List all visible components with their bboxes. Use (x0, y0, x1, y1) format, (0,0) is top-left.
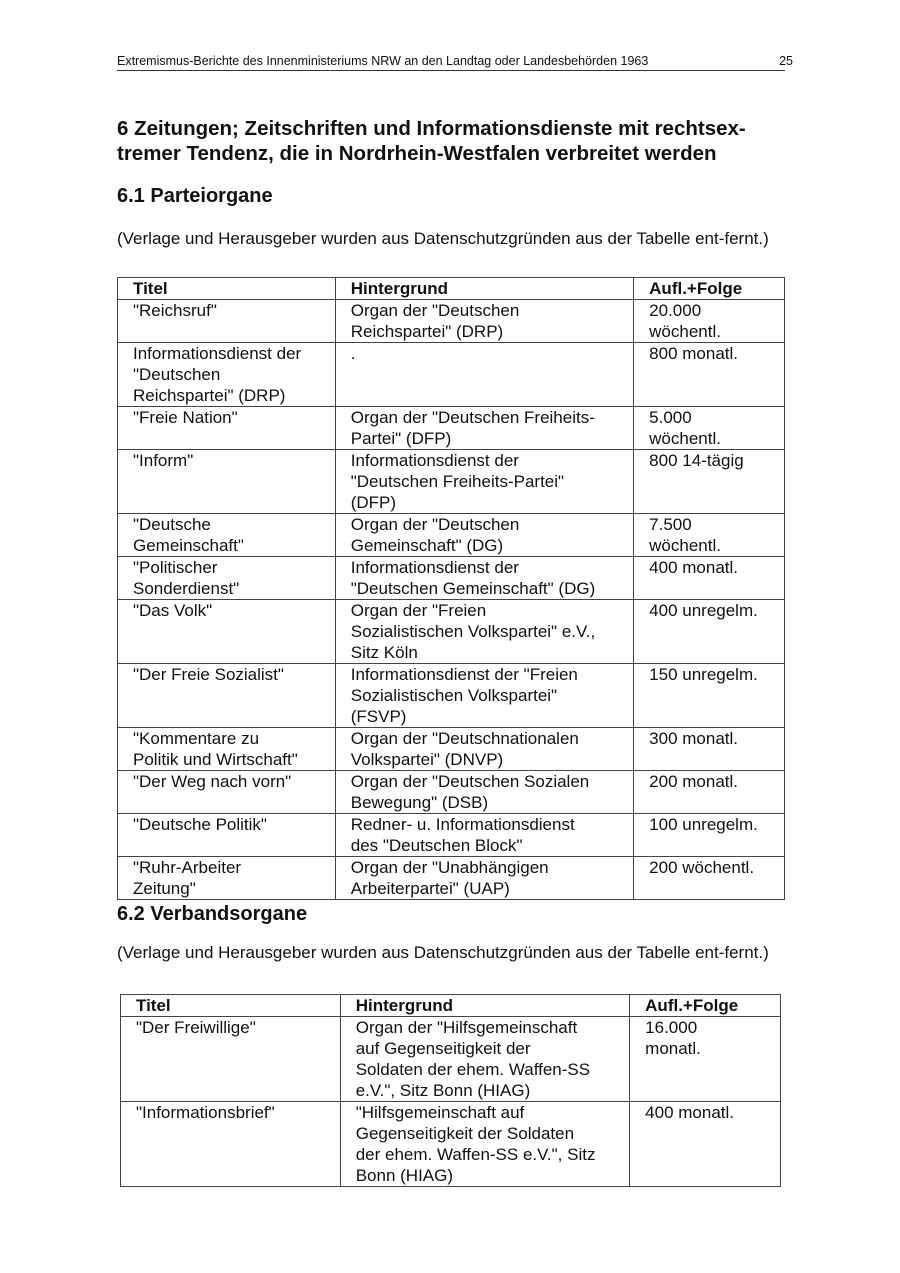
section-title-6-1: 6.1 Parteiorgane (117, 185, 273, 207)
table-row: "Informationsbrief" "Hilfsgemeinschaft au… (120, 1101, 781, 1187)
cell-titel: "Ruhr-Arbeiter Zeitung" (117, 856, 336, 900)
cell-auflage: 300 monatl. (633, 727, 785, 771)
cell-hintergrund: Redner- u. Informationsdienst des "Deuts… (334, 813, 635, 857)
cell-auflage: 5.000 wöchentl. (633, 406, 785, 450)
cell-titel: "Deutsche Gemeinschaft" (117, 513, 336, 557)
cell-auflage: 20.000 wöchentl. (633, 299, 785, 343)
table-row: "Der Weg nach vorn" Organ der "Deutschen … (117, 770, 785, 814)
cell-hintergrund: Informationsdienst der "Deutschen Freihe… (334, 449, 635, 514)
cell-auflage: 16.000 monatl. (629, 1016, 781, 1102)
cell-auflage: 7.500 wöchentl. (633, 513, 785, 557)
page-number: 25 (779, 54, 793, 68)
table-header-row: Titel Hintergrund Aufl.+Folge (120, 994, 781, 1017)
table-row: "Freie Nation" Organ der "Deutschen Freih… (117, 406, 785, 450)
table-row: "Politischer Sonderdienst" Informationsdi… (117, 556, 785, 600)
column-header-titel: Titel (120, 994, 341, 1017)
section-note-6-2: (Verlage und Herausgeber wurden aus Date… (117, 943, 769, 962)
table-row: "Der Freiwillige" Organ der "Hilfsgemeins… (120, 1016, 781, 1102)
cell-auflage: 400 monatl. (629, 1101, 781, 1187)
chapter-title: 6 Zeitungen; Zeitschriften und Informati… (117, 117, 746, 165)
table-row: "Der Freie Sozialist" Informationsdienst … (117, 663, 785, 728)
cell-auflage: 400 unregelm. (633, 599, 785, 664)
cell-titel: "Reichsruf" (117, 299, 336, 343)
cell-auflage: 150 unregelm. (633, 663, 785, 728)
table-row: "Inform" Informationsdienst der "Deutsche… (117, 449, 785, 514)
cell-auflage: 800 monatl. (633, 342, 785, 407)
section-note-6-1: (Verlage und Herausgeber wurden aus Date… (117, 229, 769, 248)
cell-titel: "Das Volk" (117, 599, 336, 664)
cell-auflage: 200 monatl. (633, 770, 785, 814)
cell-titel: "Inform" (117, 449, 336, 514)
cell-hintergrund: Organ der "Hilfsgemeinschaft auf Gegense… (339, 1016, 631, 1102)
cell-hintergrund: Informationsdienst der "Freien Sozialist… (334, 663, 635, 728)
cell-hintergrund: Organ der "Unabhängigen Arbeiterpartei" … (334, 856, 635, 900)
column-header-hintergrund: Hintergrund (334, 277, 635, 300)
cell-auflage: 100 unregelm. (633, 813, 785, 857)
column-header-titel: Titel (117, 277, 336, 300)
cell-titel: "Freie Nation" (117, 406, 336, 450)
cell-hintergrund: Organ der "Deutschen Gemeinschaft" (DG) (334, 513, 635, 557)
cell-hintergrund: Organ der "Freien Sozialistischen Volksp… (334, 599, 635, 664)
table-verbandsorgane: Titel Hintergrund Aufl.+Folge "Der Freiw… (120, 994, 781, 1187)
table-parteiorgane: Titel Hintergrund Aufl.+Folge "Reichsruf… (117, 277, 785, 900)
table-header-row: Titel Hintergrund Aufl.+Folge (117, 277, 785, 300)
cell-hintergrund: Informationsdienst der "Deutschen Gemein… (334, 556, 635, 600)
cell-hintergrund: "Hilfsgemeinschaft auf Gegenseitigkeit d… (339, 1101, 631, 1187)
cell-titel: "Deutsche Politik" (117, 813, 336, 857)
cell-titel: "Der Freiwillige" (120, 1016, 341, 1102)
cell-hintergrund: Organ der "Deutschen Sozialen Bewegung" … (334, 770, 635, 814)
cell-hintergrund: Organ der "Deutschen Freiheits- Partei" … (334, 406, 635, 450)
cell-titel: "Informationsbrief" (120, 1101, 341, 1187)
cell-titel: "Der Freie Sozialist" (117, 663, 336, 728)
header-title: Extremismus-Berichte des Innenministeriu… (117, 54, 649, 68)
cell-auflage: 800 14-tägig (633, 449, 785, 514)
cell-hintergrund: . (334, 342, 635, 407)
table-row: "Ruhr-Arbeiter Zeitung" Organ der "Unabhä… (117, 856, 785, 900)
table-row: "Kommentare zu Politik und Wirtschaft" Or… (117, 727, 785, 771)
column-header-auflage: Aufl.+Folge (633, 277, 785, 300)
running-header: Extremismus-Berichte des Innenministeriu… (117, 54, 793, 71)
cell-auflage: 200 wöchentl. (633, 856, 785, 900)
cell-titel: Informationsdienst der "Deutschen Reichs… (117, 342, 336, 407)
cell-hintergrund: Organ der "Deutschen Reichspartei" (DRP) (334, 299, 635, 343)
column-header-hintergrund: Hintergrund (339, 994, 631, 1017)
cell-titel: "Politischer Sonderdienst" (117, 556, 336, 600)
table-row: "Reichsruf" Organ der "Deutschen Reichspa… (117, 299, 785, 343)
cell-titel: "Der Weg nach vorn" (117, 770, 336, 814)
cell-hintergrund: Organ der "Deutschnationalen Volkspartei… (334, 727, 635, 771)
column-header-auflage: Aufl.+Folge (629, 994, 781, 1017)
table-row: Informationsdienst der "Deutschen Reichs… (117, 342, 785, 407)
cell-auflage: 400 monatl. (633, 556, 785, 600)
section-title-6-2: 6.2 Verbandsorgane (117, 903, 308, 925)
table-row: "Das Volk" Organ der "Freien Sozialistisc… (117, 599, 785, 664)
table-row: "Deutsche Gemeinschaft" Organ der "Deutsc… (117, 513, 785, 557)
table-row: "Deutsche Politik" Redner- u. Information… (117, 813, 785, 857)
cell-titel: "Kommentare zu Politik und Wirtschaft" (117, 727, 336, 771)
